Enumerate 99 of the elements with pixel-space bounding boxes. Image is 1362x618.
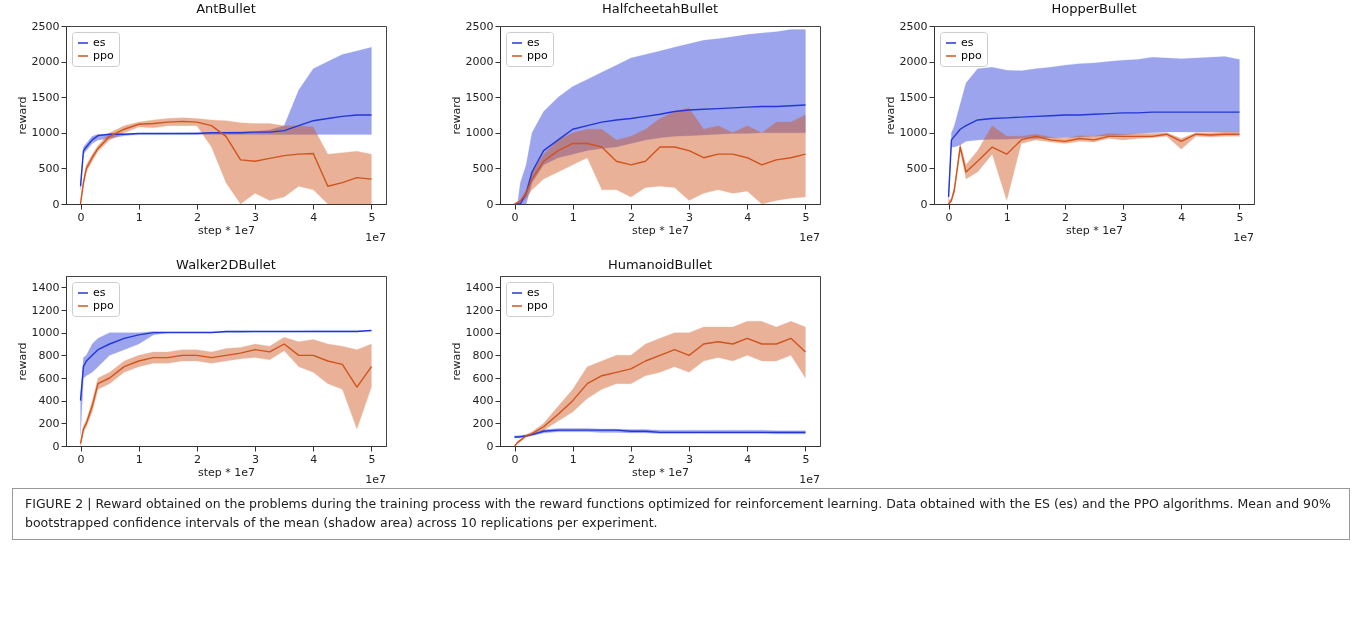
line-series <box>79 329 373 402</box>
y-axis-title: reward <box>449 96 463 135</box>
y-axis-title: reward <box>449 342 463 381</box>
x-tick-label: 3 <box>1120 210 1128 224</box>
y-tick-label: 200 <box>472 416 494 430</box>
y-tick-label: 1000 <box>465 126 494 140</box>
y-tick-label: 1000 <box>899 126 928 140</box>
y-tick-label: 800 <box>38 348 60 362</box>
y-tick-label: 0 <box>486 197 494 211</box>
y-tick-label: 400 <box>38 394 60 408</box>
x-tick-label: 2 <box>1061 210 1069 224</box>
x-tick-label: 4 <box>744 452 752 466</box>
y-tick-label: 1400 <box>31 280 60 294</box>
y-tick-label: 600 <box>472 371 494 385</box>
line-series <box>513 142 807 205</box>
y-tick-label: 2500 <box>31 19 60 33</box>
y-tick-label: 1000 <box>31 126 60 140</box>
y-tick-label: 0 <box>52 439 60 453</box>
x-tick-label: 0 <box>511 452 519 466</box>
x-tick-label: 2 <box>627 210 635 224</box>
x-tick-label: 5 <box>368 210 376 224</box>
y-axis-title: reward <box>15 96 29 135</box>
line-series <box>79 114 373 187</box>
y-tick-label: 2000 <box>465 55 494 69</box>
y-tick-label: 0 <box>52 197 60 211</box>
x-axis-title: step * 1e7 <box>631 223 690 237</box>
line-series <box>947 111 1241 198</box>
x-axis-title: step * 1e7 <box>631 465 690 479</box>
y-tick-label: 500 <box>38 161 60 175</box>
x-tick-label: 0 <box>77 452 85 466</box>
legend-label: es <box>93 286 106 299</box>
y-tick-label: 200 <box>38 416 60 430</box>
caption: FIGURE 2 | Reward obtained on the problems during the training process with the reward functions optimized for reinforcement learning. Data obtained with the ES (es) and the PPO algorithms. Mean and 90% bootstrapped confidence intervals of the mean (shadow area) across 10 replications per experiment. <box>12 488 1350 540</box>
legend-label: ppo <box>93 299 114 312</box>
x-tick-label: 0 <box>77 210 85 224</box>
x-tick-label: 1 <box>569 452 577 466</box>
y-tick-label: 800 <box>472 348 494 362</box>
text: 1e7 <box>1233 231 1254 244</box>
x-tick-label: 5 <box>802 210 810 224</box>
y-tick-label: 1000 <box>465 326 494 340</box>
y-tick-label: 500 <box>906 161 928 175</box>
x-tick-label: 1 <box>1003 210 1011 224</box>
y-tick-label: 1200 <box>31 303 60 317</box>
x-tick-label: 3 <box>686 452 694 466</box>
y-tick-label: 400 <box>472 394 494 408</box>
y-tick-label: 600 <box>38 371 60 385</box>
chart-title: HopperBullet <box>1051 1 1137 16</box>
legend-label: ppo <box>93 49 114 62</box>
legend-label: es <box>527 286 540 299</box>
x-tick-label: 0 <box>945 210 953 224</box>
y-tick-label: 2500 <box>899 19 928 33</box>
text: 1e7 <box>365 473 386 486</box>
x-tick-label: 2 <box>193 452 201 466</box>
legend-label: es <box>93 36 106 49</box>
x-tick-label: 3 <box>252 210 260 224</box>
y-tick-label: 2000 <box>899 55 928 69</box>
y-axis-title: reward <box>15 342 29 381</box>
y-tick-label: 1500 <box>31 90 60 104</box>
y-tick-label: 2500 <box>465 19 494 33</box>
x-tick-label: 4 <box>744 210 752 224</box>
x-axis-title: step * 1e7 <box>197 223 256 237</box>
legend-label: es <box>527 36 540 49</box>
legend-label: ppo <box>527 49 548 62</box>
x-axis-title: step * 1e7 <box>1065 223 1124 237</box>
x-tick-label: 4 <box>1178 210 1186 224</box>
y-tick-label: 1500 <box>899 90 928 104</box>
text: 1e7 <box>799 473 820 486</box>
chart-title: HalfcheetahBullet <box>601 1 719 16</box>
chart-title: HumanoidBullet <box>607 257 713 272</box>
x-tick-label: 1 <box>569 210 577 224</box>
x-tick-label: 1 <box>135 210 143 224</box>
y-tick-label: 0 <box>486 439 494 453</box>
x-tick-label: 3 <box>252 452 260 466</box>
y-tick-label: 2000 <box>31 55 60 69</box>
text: 1e7 <box>799 231 820 244</box>
y-tick-label: 1200 <box>465 303 494 317</box>
y-tick-label: 1400 <box>465 280 494 294</box>
y-tick-label: 500 <box>472 161 494 175</box>
legend-label: ppo <box>527 299 548 312</box>
x-tick-label: 4 <box>310 210 318 224</box>
x-tick-label: 2 <box>193 210 201 224</box>
x-tick-label: 3 <box>686 210 694 224</box>
y-axis-title: reward <box>883 96 897 135</box>
x-tick-label: 4 <box>310 452 318 466</box>
chart-title: Walker2DBullet <box>176 257 276 272</box>
x-tick-label: 5 <box>802 452 810 466</box>
chart-title: AntBullet <box>196 1 256 16</box>
x-tick-label: 2 <box>627 452 635 466</box>
legend-label: ppo <box>961 49 982 62</box>
y-tick-label: 0 <box>920 197 928 211</box>
y-tick-label: 1000 <box>31 326 60 340</box>
x-tick-label: 5 <box>1236 210 1244 224</box>
x-tick-label: 5 <box>368 452 376 466</box>
x-tick-label: 1 <box>135 452 143 466</box>
legend-label: es <box>961 36 974 49</box>
y-tick-label: 1500 <box>465 90 494 104</box>
text: 1e7 <box>365 231 386 244</box>
x-axis-title: step * 1e7 <box>197 465 256 479</box>
x-tick-label: 0 <box>511 210 519 224</box>
